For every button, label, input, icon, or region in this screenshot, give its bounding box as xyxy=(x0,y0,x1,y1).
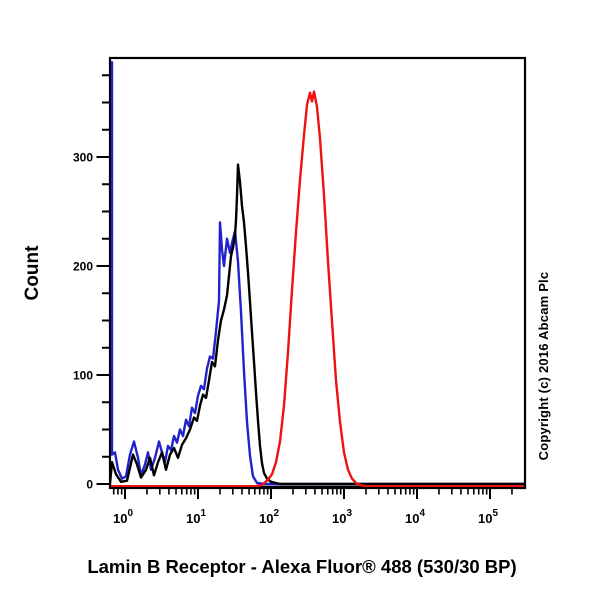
blue-curve xyxy=(111,61,524,486)
x-tick-label: 104 xyxy=(405,508,425,526)
y-tick-label: 100 xyxy=(73,369,93,383)
copyright-text: Copyright (c) 2016 Abcam Plc xyxy=(536,272,551,461)
x-axis-ticks xyxy=(112,488,513,499)
y-axis-tick-labels: 0 100 200 300 xyxy=(73,151,93,492)
y-tick-label: 0 xyxy=(86,478,93,492)
x-axis-tick-labels: 100 101 102 103 104 105 xyxy=(113,508,498,526)
x-tick-label: 100 xyxy=(113,508,133,526)
y-axis-ticks xyxy=(96,74,110,485)
chart-title: Lamin B Receptor - Alexa Fluor® 488 (530… xyxy=(87,556,516,577)
y-axis-label: Count xyxy=(22,245,43,301)
x-tick-label: 103 xyxy=(332,508,352,526)
histogram-curves xyxy=(111,61,524,487)
black-curve xyxy=(111,163,524,486)
x-tick-label: 105 xyxy=(478,508,498,526)
y-tick-label: 300 xyxy=(73,151,93,165)
red-curve xyxy=(111,90,524,487)
x-tick-label: 102 xyxy=(259,508,279,526)
y-tick-label: 200 xyxy=(73,260,93,274)
x-tick-label: 101 xyxy=(186,508,206,526)
